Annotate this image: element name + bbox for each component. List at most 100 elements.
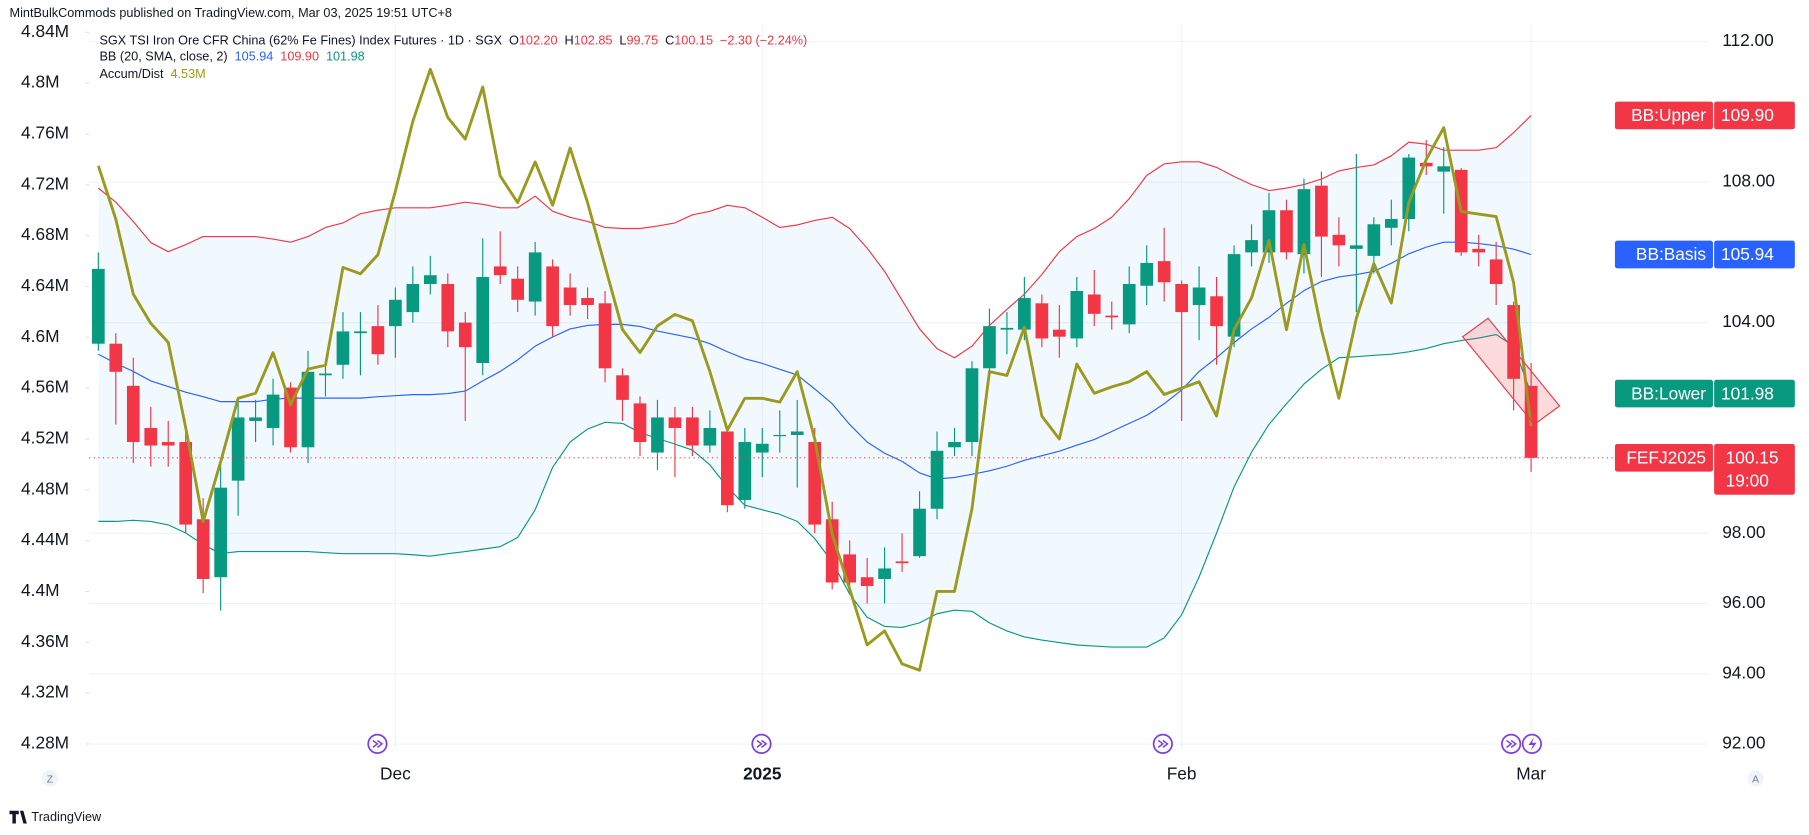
candle-body [1035,303,1049,339]
change: −2.30 (−2.24%) [720,34,807,48]
plot [89,67,1708,672]
candle-body [878,568,891,579]
candle-body [860,577,874,587]
candle-body [528,252,542,302]
y-tick-label: 96.00 [1722,592,1765,612]
corner-button[interactable] [41,770,58,787]
publisher-note: MintBulkCommods published on TradingView… [10,6,452,20]
candle-body [1384,219,1398,228]
overlay: 112.00 108.00 104.00 98.00 96.00 94.00 92.00 4.… [21,21,1795,784]
badge-value: 101.98 [1721,383,1774,403]
brand-name: TradingView [31,810,102,824]
candle-body [196,519,210,579]
candle-body [493,266,507,276]
ohlc-value: 99.75 [626,34,658,48]
badge-value: 109.90 [1721,105,1774,125]
candle-body [1192,287,1206,306]
candle-body [458,322,472,348]
candle-body [563,287,577,306]
candle-body [1367,224,1381,256]
candle-body [1245,240,1258,253]
price-badge-value: 100.15 [1726,448,1779,468]
badge-box [1614,379,1713,408]
candle-body [1472,248,1486,253]
price-badge-symbol: FEFJ2025 [1626,448,1706,468]
legend-main: SGX TSI Iron Ore CFR China (62% Fe Fines… [99,34,807,48]
ohlc-key: L [619,34,626,48]
candle-body [249,417,262,421]
candle-body [790,431,804,435]
x-tick-label: Mar [1516,764,1546,784]
candle-body [755,443,769,453]
candle-body [231,417,245,481]
candle-body [1297,189,1311,255]
candle-body [1507,305,1520,379]
candle-body [1437,166,1451,172]
y2-tick-label: 4.8M [21,72,59,92]
price-badge [1614,443,1713,472]
badge-box [1614,101,1713,130]
candle-body [1315,185,1328,237]
candle-body [1070,291,1084,339]
y2-tick-label: 4.68M [21,224,69,244]
badge-value: 105.94 [1721,244,1774,264]
y2-tick-label: 4.64M [21,275,69,295]
candle-body [511,278,525,300]
candle-body [161,442,175,446]
candle-body [1105,315,1119,318]
candle-body [1350,245,1363,249]
event-glyph [1528,736,1537,751]
candle-body [948,442,961,448]
indicator-reading: 4.53M [170,67,205,81]
y-tick-label: 112.00 [1722,30,1774,50]
candle-body [336,331,350,365]
y2-tick-label: 4.32M [21,682,69,702]
candle-body [738,442,752,500]
indicator-title: Accum/Dist [99,67,164,81]
candle-body [686,417,699,446]
ohlc-key: O [509,34,519,48]
y2-tick-label: 4.6M [21,326,59,346]
badge-box [1714,240,1795,269]
candle-body [668,417,682,428]
y-tick-label: 98.00 [1722,522,1765,542]
badge-name: BB:Basis [1636,244,1706,264]
candle-body [1489,259,1503,284]
candle-body [1262,210,1276,253]
candle-body [825,519,839,583]
ohlc-value: 100.15 [674,34,713,48]
y2-tick-label: 4.4M [21,580,59,600]
candle-body [1402,157,1416,220]
candle-body [126,385,140,443]
candle-body [1087,294,1101,314]
candle-body [965,368,979,443]
indicator-reading: 109.90 [280,50,319,64]
candle-body [214,487,227,578]
candle-body [284,387,297,448]
corner-button[interactable] [1747,770,1764,787]
x-tick-label: 2025 [743,764,782,784]
y2-tick-label: 4.76M [21,123,69,143]
candle-body [266,394,280,428]
pattern-shape [1461,317,1561,426]
candle-body [913,508,926,557]
indicator-title: BB (20, SMA, close, 2) [99,50,227,64]
candle-body [476,276,490,364]
indicator-reading: 105.94 [235,50,274,64]
ohlc-value: 102.85 [574,34,613,48]
x-tick-label: Dec [380,764,411,784]
series-line [98,333,1532,648]
y-tick-label: 108.00 [1722,171,1775,191]
candle-body [179,442,193,525]
candle-body [301,371,315,448]
candle-body [91,268,105,344]
candle-body [406,283,420,313]
candle-body [895,561,909,564]
y-tick-label: 94.00 [1722,662,1765,682]
badge-box [1714,379,1795,408]
candle-body [1227,254,1241,337]
badge-name: BB:Upper [1631,105,1706,125]
candle-body [144,427,158,446]
